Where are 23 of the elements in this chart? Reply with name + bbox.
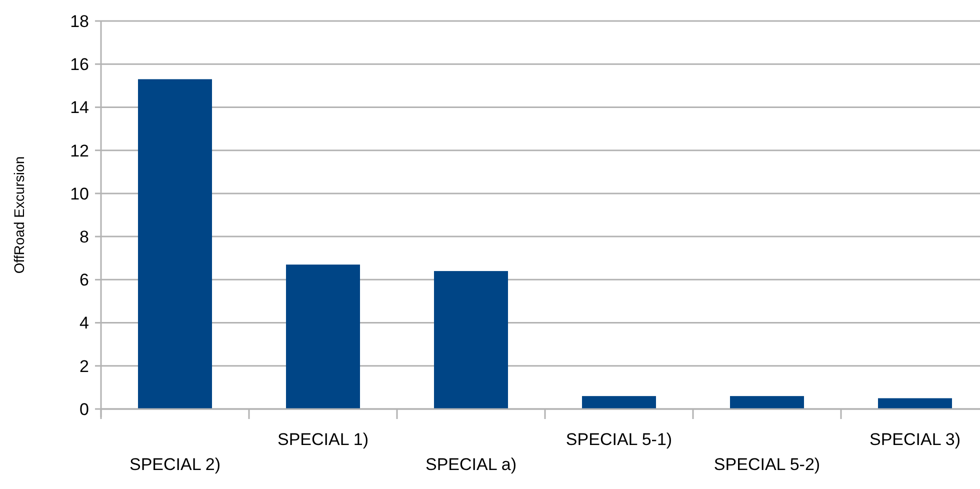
y-axis-title: OffRoad Excursion: [11, 156, 27, 274]
y-tick-label: 14: [70, 98, 89, 118]
y-tick-label: 6: [80, 270, 89, 290]
bar: [138, 79, 212, 409]
x-tick-label: SPECIAL a): [425, 455, 517, 474]
bar: [286, 264, 360, 409]
x-tick-label: SPECIAL 5-2): [714, 455, 820, 474]
x-tick-label: SPECIAL 5-1): [566, 430, 672, 449]
bar: [434, 271, 508, 409]
y-tick-label: 18: [70, 12, 89, 31]
bar: [582, 396, 656, 409]
y-tick-label: 12: [70, 141, 89, 160]
bar: [730, 396, 804, 409]
y-tick-label: 10: [70, 184, 89, 204]
y-tick-label: 8: [80, 228, 89, 247]
x-tick-label: SPECIAL 1): [277, 430, 369, 449]
x-tick-label: SPECIAL 2): [129, 455, 221, 474]
y-tick-label: 16: [70, 55, 89, 74]
y-tick-label: 4: [80, 314, 89, 333]
x-tick-label: SPECIAL 3): [869, 430, 961, 449]
y-tick-label: 0: [80, 400, 89, 419]
bar: [878, 398, 952, 409]
y-tick-label: 2: [80, 356, 89, 376]
